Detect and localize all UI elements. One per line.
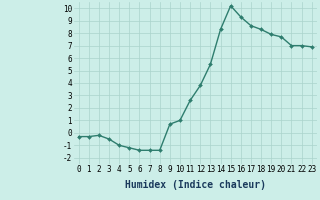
X-axis label: Humidex (Indice chaleur): Humidex (Indice chaleur): [125, 180, 266, 190]
